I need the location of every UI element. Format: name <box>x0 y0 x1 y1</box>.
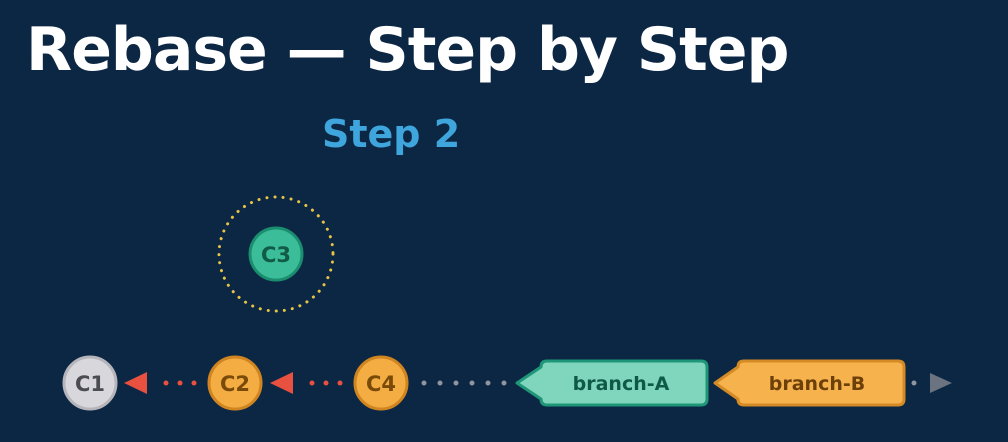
line-dot <box>309 380 315 386</box>
commit-c4-label: C4 <box>366 372 396 396</box>
branch-b-tag: branch-B <box>713 359 906 407</box>
line-dot <box>337 380 343 386</box>
commit-c1-node <box>62 355 118 411</box>
line-dot <box>469 380 475 386</box>
step-label: Step 2 <box>322 112 461 156</box>
branch-a-pointer <box>515 359 709 407</box>
arrow-head-c2-to-c1 <box>124 372 147 394</box>
dotted-line-c4-c2 <box>309 380 343 386</box>
slide-title: Rebase — Step by Step <box>26 15 789 85</box>
commit-c2: C2 <box>207 355 263 411</box>
commit-c2-node <box>207 355 263 411</box>
connector-c2-c1 <box>124 372 197 394</box>
commit-c3-node <box>248 226 304 282</box>
branch-a-tag: branch-A <box>515 359 709 407</box>
commit-c4-node <box>353 355 409 411</box>
commit-c1-label: C1 <box>75 372 105 396</box>
line-dot <box>453 380 459 386</box>
commit-c1: C1 <box>62 355 118 411</box>
line-dot <box>485 380 491 386</box>
branch-a-label: branch-A <box>573 373 670 395</box>
line-dot <box>323 380 329 386</box>
commit-c3-group: C3 <box>217 195 335 313</box>
commit-c3-label: C3 <box>261 243 291 267</box>
line-dot <box>421 380 427 386</box>
line-dot <box>911 380 917 386</box>
dotted-line-end <box>911 380 917 386</box>
arrow-head-c4-to-c2 <box>270 372 293 394</box>
dotted-line-c4-branch-a <box>421 380 507 386</box>
branch-b-pointer <box>713 359 906 407</box>
timeline-end-arrow <box>930 373 952 393</box>
line-dot <box>163 380 169 386</box>
line-dot <box>191 380 197 386</box>
dotted-line-c2-c1 <box>163 380 197 386</box>
line-dot <box>501 380 507 386</box>
connector-c4-c2 <box>270 372 343 394</box>
line-dot <box>177 380 183 386</box>
branch-b-label: branch-B <box>769 373 865 395</box>
commit-c3-halo <box>217 195 335 313</box>
line-dot <box>437 380 443 386</box>
commit-c2-label: C2 <box>220 372 250 396</box>
commit-c4: C4 <box>353 355 409 411</box>
